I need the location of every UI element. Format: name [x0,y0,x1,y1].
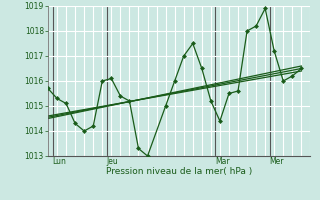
Text: Mer: Mer [270,158,284,166]
Text: Lun: Lun [52,158,66,166]
Text: Mar: Mar [215,158,230,166]
Text: Jeu: Jeu [107,158,119,166]
X-axis label: Pression niveau de la mer( hPa ): Pression niveau de la mer( hPa ) [106,167,252,176]
